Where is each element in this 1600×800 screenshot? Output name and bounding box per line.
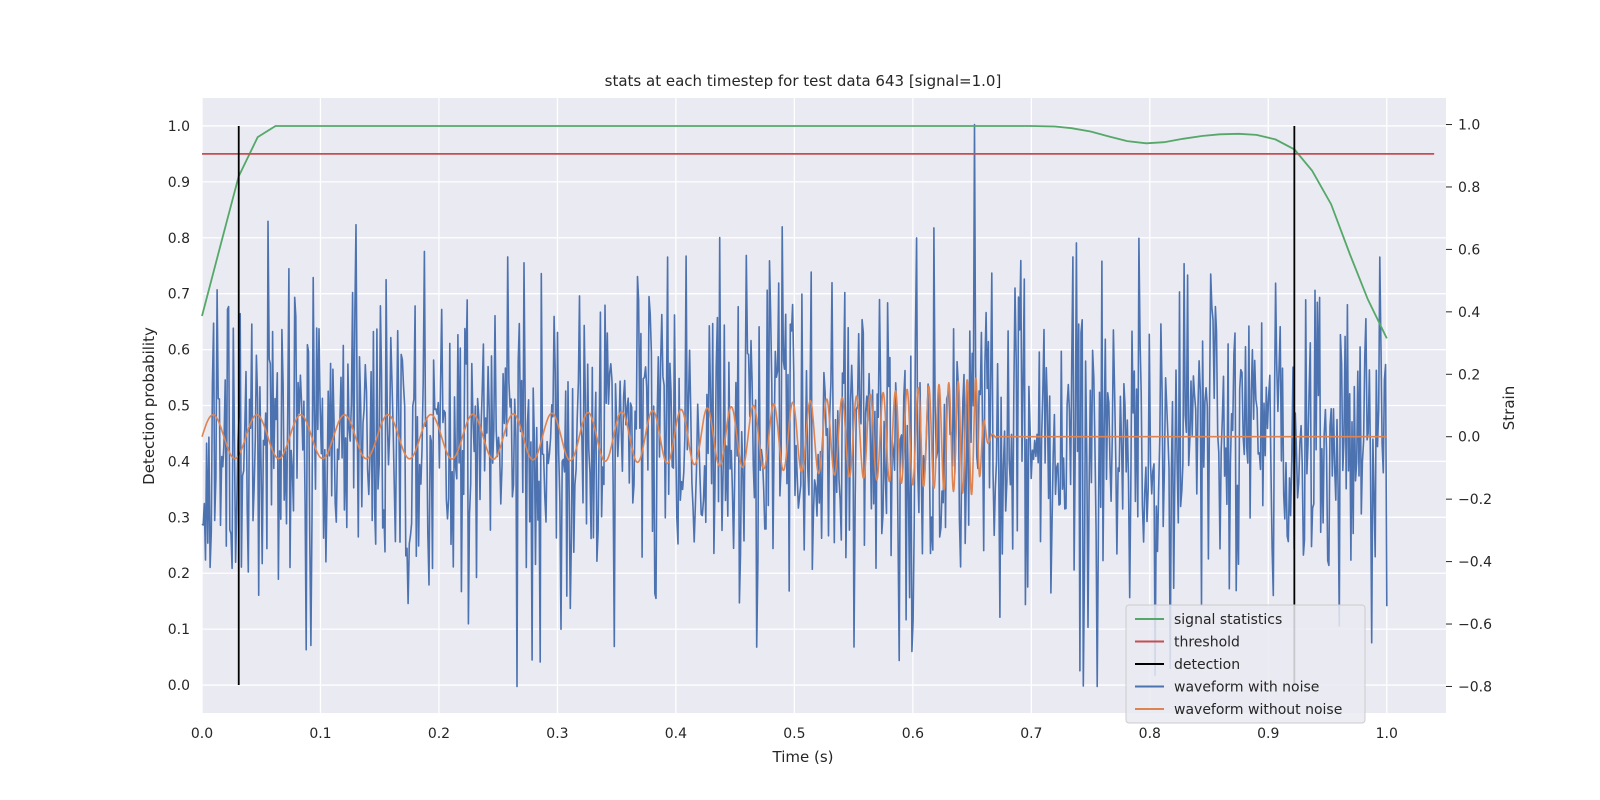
y-tick-label: 1.0 [168,119,190,135]
y2-tick-label: 0.8 [1458,180,1480,196]
legend: signal statistics threshold detection wavef… [1125,604,1366,724]
legend-label: waveform without noise [1174,702,1342,718]
y-tick-label: 0.3 [168,510,190,526]
y-tick-label: 0.1 [168,622,190,638]
x-tick-label: 0.2 [428,726,450,742]
y2-tick-label: 0.2 [1458,367,1480,383]
y2-tick-label: −0.6 [1458,617,1492,633]
y-axis-right: −0.8 −0.6 −0.4 −0.2 0.0 0.2 0.4 0.6 0.8 1.0 [1446,118,1492,695]
y2-tick-label: 0.0 [1458,430,1480,446]
y-axis-label: Detection probability [140,327,158,485]
y-tick-label: 0.0 [168,678,190,694]
x-axis-label: Time (s) [772,748,834,766]
y2-tick-label: −0.2 [1458,492,1492,508]
legend-label: detection [1174,657,1240,673]
x-tick-label: 0.7 [1020,726,1042,742]
series-waveform-with-noise [201,123,1388,688]
y-tick-label: 0.7 [168,287,190,303]
y-axis-left: 0.0 0.1 0.2 0.3 0.4 0.5 0.6 0.7 0.8 0.9 1.0 [168,119,190,694]
y2-axis-label: Strain [1500,386,1518,430]
y-tick-label: 0.9 [168,175,190,191]
y2-tick-label: 1.0 [1458,118,1480,134]
legend-label: threshold [1174,635,1240,651]
x-tick-label: 0.8 [1139,726,1161,742]
x-tick-label: 0.3 [546,726,568,742]
y2-tick-label: −0.8 [1458,679,1492,695]
legend-label: signal statistics [1174,612,1282,628]
x-axis: 0.0 0.1 0.2 0.3 0.4 0.5 0.6 0.7 0.8 0.9 1.0 [191,726,1398,742]
series-waveform-without-noise [201,377,1388,496]
series-layer [201,123,1435,688]
legend-box [1125,604,1366,724]
y-tick-label: 0.6 [168,343,190,359]
y-tick-label: 0.4 [168,454,190,470]
series-signal-statistics [201,125,1388,339]
x-tick-label: 0.5 [783,726,805,742]
y2-tick-label: −0.4 [1458,555,1492,571]
x-tick-label: 1.0 [1376,726,1398,742]
x-tick-label: 0.4 [665,726,687,742]
chart-title: stats at each timestep for test data 643… [605,72,1002,90]
x-tick-label: 0.9 [1257,726,1279,742]
x-tick-label: 0.0 [191,726,213,742]
x-tick-label: 0.6 [902,726,924,742]
legend-label: waveform with noise [1174,680,1319,696]
y2-tick-label: 0.4 [1458,305,1480,321]
y-tick-label: 0.2 [168,566,190,582]
y-tick-label: 0.5 [168,399,190,415]
y2-tick-label: 0.6 [1458,242,1480,258]
y-tick-label: 0.8 [168,231,190,247]
x-tick-label: 0.1 [309,726,331,742]
